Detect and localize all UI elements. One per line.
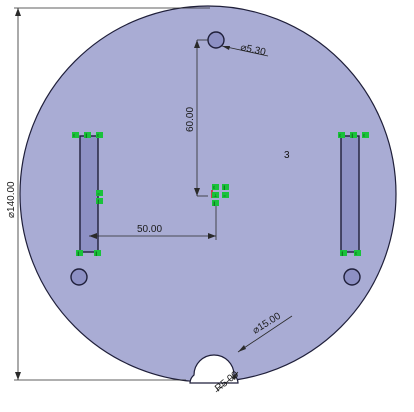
relation-badge[interactable]: ℓ bbox=[96, 132, 103, 138]
relation-badge[interactable]: = bbox=[222, 192, 229, 198]
region-label: 3 bbox=[284, 150, 290, 161]
svg-text:=: = bbox=[223, 193, 226, 198]
relation-badge[interactable]: ℓ bbox=[354, 250, 361, 256]
vertical-offset-label[interactable]: 60.00 bbox=[185, 107, 196, 132]
svg-text:∥: ∥ bbox=[77, 251, 79, 257]
relation-badge[interactable]: ∥ bbox=[76, 250, 83, 257]
right-slot[interactable] bbox=[340, 135, 360, 253]
relation-badge[interactable]: ∥ bbox=[350, 132, 357, 139]
hole-diameter-dimension[interactable]: ⌀5.30 bbox=[221, 42, 269, 58]
relation-badge[interactable]: ∥ bbox=[222, 184, 229, 191]
horizontal-offset-dimension[interactable]: 50.00 bbox=[89, 200, 217, 240]
top-hole[interactable] bbox=[207, 31, 225, 49]
plate-outline[interactable] bbox=[19, 5, 397, 383]
svg-text:ℓ: ℓ bbox=[213, 185, 215, 190]
relation-badge[interactable]: ∥ bbox=[96, 198, 103, 205]
sketch-relations[interactable]: ℓ ∥ ℓ ∥ ∥ = ∥ ℓ ∥ ℓ ∥ ℓ ℓ ∥ ⊥ = ∥ bbox=[72, 132, 369, 257]
svg-text:∥: ∥ bbox=[85, 133, 87, 139]
outer-diameter-dimension[interactable]: ⌀140.00 bbox=[6, 7, 210, 381]
relation-badge[interactable]: ℓ bbox=[212, 184, 219, 190]
hole-diameter-label[interactable]: ⌀5.30 bbox=[239, 42, 267, 58]
right-hole[interactable] bbox=[343, 268, 361, 286]
relation-badge[interactable]: ℓ bbox=[72, 132, 79, 138]
relation-badge[interactable]: ∥ bbox=[84, 132, 91, 139]
svg-text:=: = bbox=[97, 191, 100, 196]
outer-diameter-label[interactable]: ⌀140.00 bbox=[6, 181, 17, 218]
svg-text:∥: ∥ bbox=[97, 199, 99, 205]
relation-badge[interactable]: = bbox=[96, 190, 103, 196]
vertical-offset-dimension[interactable]: 60.00 bbox=[185, 39, 208, 197]
relation-badge[interactable]: ⊥ bbox=[212, 192, 219, 198]
relation-badge[interactable]: ℓ bbox=[338, 132, 345, 138]
left-hole[interactable] bbox=[70, 268, 88, 286]
relation-badge[interactable]: ℓ bbox=[362, 132, 369, 138]
svg-text:ℓ: ℓ bbox=[355, 251, 357, 256]
relation-badge[interactable]: ∥ bbox=[94, 250, 101, 257]
relation-badge[interactable]: ∥ bbox=[212, 200, 219, 207]
svg-text:∥: ∥ bbox=[351, 133, 353, 139]
svg-text:ℓ: ℓ bbox=[363, 133, 365, 138]
svg-text:∥: ∥ bbox=[95, 251, 97, 257]
svg-text:⊥: ⊥ bbox=[213, 193, 217, 198]
horizontal-offset-label[interactable]: 50.00 bbox=[137, 224, 162, 235]
svg-text:∥: ∥ bbox=[341, 251, 343, 257]
relation-badge[interactable]: ∥ bbox=[340, 250, 347, 257]
svg-text:ℓ: ℓ bbox=[73, 133, 75, 138]
svg-text:∥: ∥ bbox=[223, 185, 225, 191]
svg-text:ℓ: ℓ bbox=[97, 133, 99, 138]
svg-text:ℓ: ℓ bbox=[339, 133, 341, 138]
svg-text:∥: ∥ bbox=[213, 201, 215, 207]
